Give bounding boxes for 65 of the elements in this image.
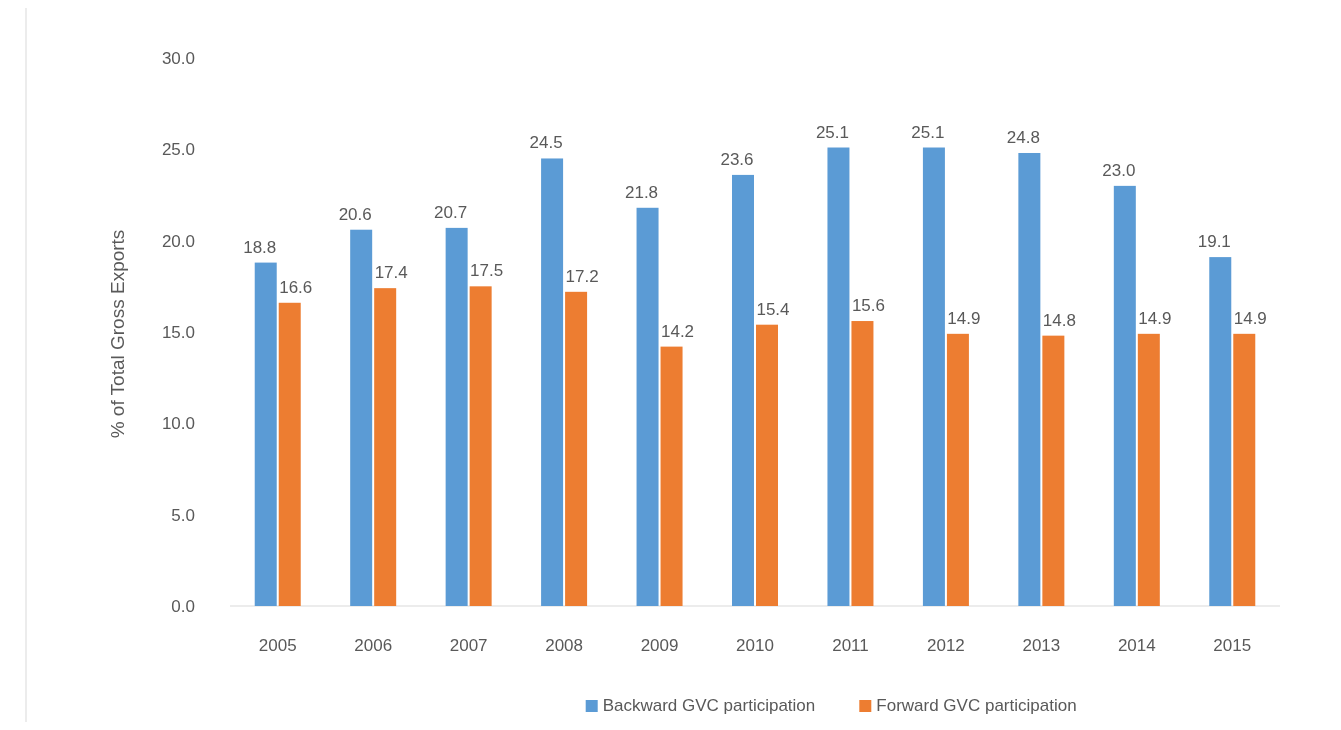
y-tick-label: 15.0 (161, 323, 195, 342)
x-tick-label: 2011 (832, 636, 869, 655)
bar (732, 174, 754, 606)
bar (350, 229, 373, 606)
x-tick-label: 2005 (258, 636, 297, 655)
data-label: 24.5 (529, 133, 563, 153)
bar (469, 286, 492, 606)
data-label: 20.6 (338, 204, 372, 224)
data-label: 20.7 (434, 202, 468, 222)
bar (851, 321, 874, 606)
x-tick-label: 2009 (640, 636, 679, 655)
bar (1137, 333, 1160, 606)
bar (660, 346, 683, 606)
x-tick-label: 2013 (1022, 636, 1061, 655)
bar (946, 333, 969, 606)
x-tick-label: 2008 (545, 636, 583, 655)
x-tick-label: 2010 (736, 636, 774, 655)
bar (565, 291, 588, 606)
data-label: 24.8 (1006, 127, 1040, 147)
x-tick-label: 2006 (354, 636, 393, 655)
y-tick-label: 20.0 (161, 231, 195, 251)
data-label: 25.1 (815, 122, 849, 142)
data-label: 15.6 (851, 296, 885, 316)
bar (922, 147, 945, 606)
legend-label: Forward GVC participation (876, 696, 1077, 715)
data-label: 17.4 (374, 263, 408, 283)
y-tick-label: 30.0 (161, 49, 195, 68)
data-label: 21.8 (625, 182, 659, 202)
bar (1209, 257, 1232, 606)
data-label: 16.6 (279, 277, 313, 297)
bar (1042, 335, 1065, 606)
data-label: 23.0 (1102, 160, 1136, 180)
x-tick-label: 2012 (927, 636, 965, 655)
data-label: 14.9 (1138, 308, 1172, 328)
y-tick-label: 5.0 (171, 505, 195, 525)
bar (1113, 185, 1136, 606)
bar (541, 158, 564, 606)
bar (445, 227, 468, 606)
data-label: 17.2 (565, 266, 599, 286)
data-label: 23.6 (720, 149, 754, 169)
y-tick-label: 10.0 (161, 414, 195, 434)
data-label: 18.8 (243, 237, 277, 257)
bar (636, 207, 659, 606)
y-tick-label: 25.0 (161, 140, 195, 160)
bar (374, 288, 397, 606)
bar (756, 324, 778, 606)
legend-label: Backward GVC participation (602, 696, 816, 715)
bar (278, 302, 301, 606)
data-label: 19.1 (1197, 232, 1231, 252)
x-tick-label: 2014 (1117, 636, 1156, 655)
bar (827, 147, 850, 606)
data-label: 14.2 (661, 321, 695, 341)
data-label: 14.9 (1233, 308, 1267, 328)
bar (1018, 152, 1041, 606)
y-axis-title: % of Total Gross Exports (107, 229, 128, 439)
x-tick-label: 2007 (449, 636, 488, 655)
y-tick-label: 0.0 (171, 597, 195, 616)
data-label: 15.4 (756, 299, 790, 319)
data-label: 14.8 (1042, 310, 1076, 330)
x-tick-label: 2015 (1213, 636, 1252, 655)
bar (254, 262, 277, 606)
data-label: 14.9 (947, 308, 981, 328)
bar (1233, 333, 1256, 606)
data-label: 17.5 (470, 261, 504, 281)
data-label: 25.1 (911, 122, 945, 142)
